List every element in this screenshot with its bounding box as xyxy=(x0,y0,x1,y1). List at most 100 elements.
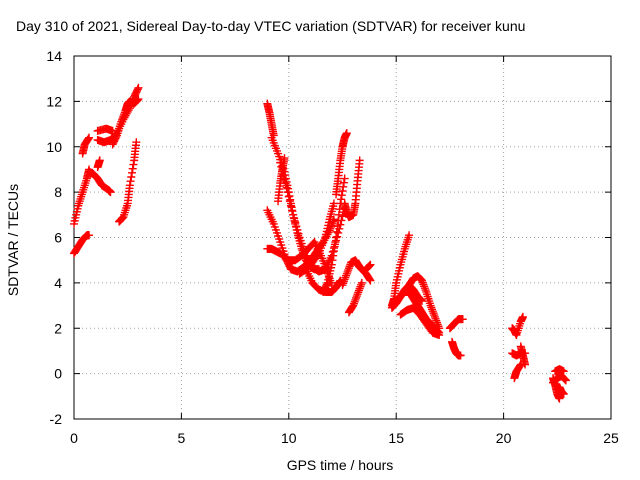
data-point-marker xyxy=(106,188,115,197)
pass-track xyxy=(549,371,570,387)
x-tick-label: 15 xyxy=(388,430,404,446)
data-point-marker xyxy=(330,242,339,251)
data-point-marker xyxy=(292,222,301,231)
data-point-marker xyxy=(339,178,348,187)
data-point-marker xyxy=(293,225,302,234)
data-point-marker xyxy=(283,188,292,197)
data-point-marker xyxy=(117,117,126,126)
data-point-marker xyxy=(337,195,346,204)
data-point-marker xyxy=(334,216,343,225)
data-point-marker xyxy=(289,210,298,219)
data-point-marker xyxy=(276,158,285,167)
data-point-marker xyxy=(420,282,429,291)
data-point-marker xyxy=(417,297,426,306)
pass-track xyxy=(340,156,364,222)
data-point-marker xyxy=(431,314,440,323)
data-point-marker xyxy=(126,177,135,186)
data-point-marker xyxy=(340,275,349,284)
data-point-marker xyxy=(344,264,353,273)
data-point-marker xyxy=(349,301,358,310)
data-point-marker xyxy=(341,273,350,282)
data-point-marker xyxy=(355,284,364,293)
pass-track xyxy=(445,315,467,333)
y-tick-label: 2 xyxy=(54,320,62,336)
data-point-marker xyxy=(329,251,338,260)
data-point-marker xyxy=(337,191,346,200)
data-point-marker xyxy=(456,351,465,360)
data-point-marker xyxy=(281,179,290,188)
x-tick-labels: 0 5 10 15 20 25 xyxy=(70,430,619,446)
y-tick-label: 6 xyxy=(54,230,62,246)
data-point-marker xyxy=(120,110,129,119)
pass-track xyxy=(332,129,351,199)
axis-ticks xyxy=(73,55,612,420)
data-point-marker xyxy=(419,280,428,289)
data-point-marker xyxy=(333,222,342,231)
data-point-marker xyxy=(294,229,303,238)
data-point-marker xyxy=(349,299,358,308)
data-point-marker xyxy=(518,312,527,321)
pass-track xyxy=(553,383,568,399)
data-point-marker xyxy=(345,262,354,271)
data-point-marker xyxy=(84,134,93,143)
data-point-marker xyxy=(125,181,134,190)
data-point-marker xyxy=(516,361,525,370)
data-point-marker xyxy=(334,210,343,219)
data-point-marker xyxy=(435,324,444,333)
pass-track xyxy=(278,238,336,290)
data-point-marker xyxy=(418,278,427,287)
data-point-marker xyxy=(364,262,373,271)
data-point-marker xyxy=(350,297,359,306)
x-axis-label: GPS time / hours xyxy=(287,457,394,473)
data-point-marker xyxy=(133,85,142,94)
pass-track xyxy=(263,99,278,140)
series-sdtvar xyxy=(70,83,570,403)
data-point-marker xyxy=(342,129,351,138)
pass-track xyxy=(510,360,525,383)
data-point-marker xyxy=(134,83,143,92)
data-point-marker xyxy=(561,376,570,385)
data-point-marker xyxy=(128,164,137,173)
data-point-marker xyxy=(555,394,564,403)
data-point-marker xyxy=(134,95,143,104)
data-point-marker xyxy=(277,162,286,171)
data-point-marker xyxy=(85,133,94,142)
data-point-marker xyxy=(331,238,340,247)
data-point-marker xyxy=(421,286,430,295)
grid xyxy=(74,56,611,419)
data-point-marker xyxy=(286,201,295,210)
data-point-marker xyxy=(339,279,348,288)
data-point-marker xyxy=(329,217,338,226)
data-point-marker xyxy=(433,318,442,327)
data-point-marker xyxy=(428,305,436,314)
data-point-marker xyxy=(339,277,348,286)
y-tick-label: 0 xyxy=(54,366,62,382)
data-point-marker xyxy=(351,295,360,304)
data-point-marker xyxy=(313,250,322,259)
y-tick-label: 14 xyxy=(46,48,62,64)
data-point-marker xyxy=(338,186,347,195)
y-tick-label: 10 xyxy=(46,139,62,155)
data-point-marker xyxy=(405,231,414,240)
data-point-marker xyxy=(338,281,347,290)
data-point-marker xyxy=(118,114,127,123)
data-point-marker xyxy=(279,171,288,180)
data-point-marker xyxy=(417,296,426,305)
pass-track xyxy=(78,133,94,158)
pass-track xyxy=(70,231,94,258)
y-tick-labels: -2 0 2 4 6 8 10 12 14 xyxy=(46,48,62,427)
data-point-marker xyxy=(112,132,121,141)
data-point-marker xyxy=(329,247,338,256)
data-point-marker xyxy=(282,183,291,192)
data-point-marker xyxy=(416,295,425,304)
chart-title: Day 310 of 2021, Sidereal Day-to-day VTE… xyxy=(16,18,525,34)
data-point-marker xyxy=(430,311,439,320)
data-point-marker xyxy=(353,290,362,299)
data-point-marker xyxy=(435,331,444,340)
data-point-marker xyxy=(342,269,351,278)
y-axis-label: SDTVAR / TECUs xyxy=(5,184,21,296)
x-tick-label: 20 xyxy=(496,430,512,446)
data-point-marker xyxy=(354,288,363,297)
